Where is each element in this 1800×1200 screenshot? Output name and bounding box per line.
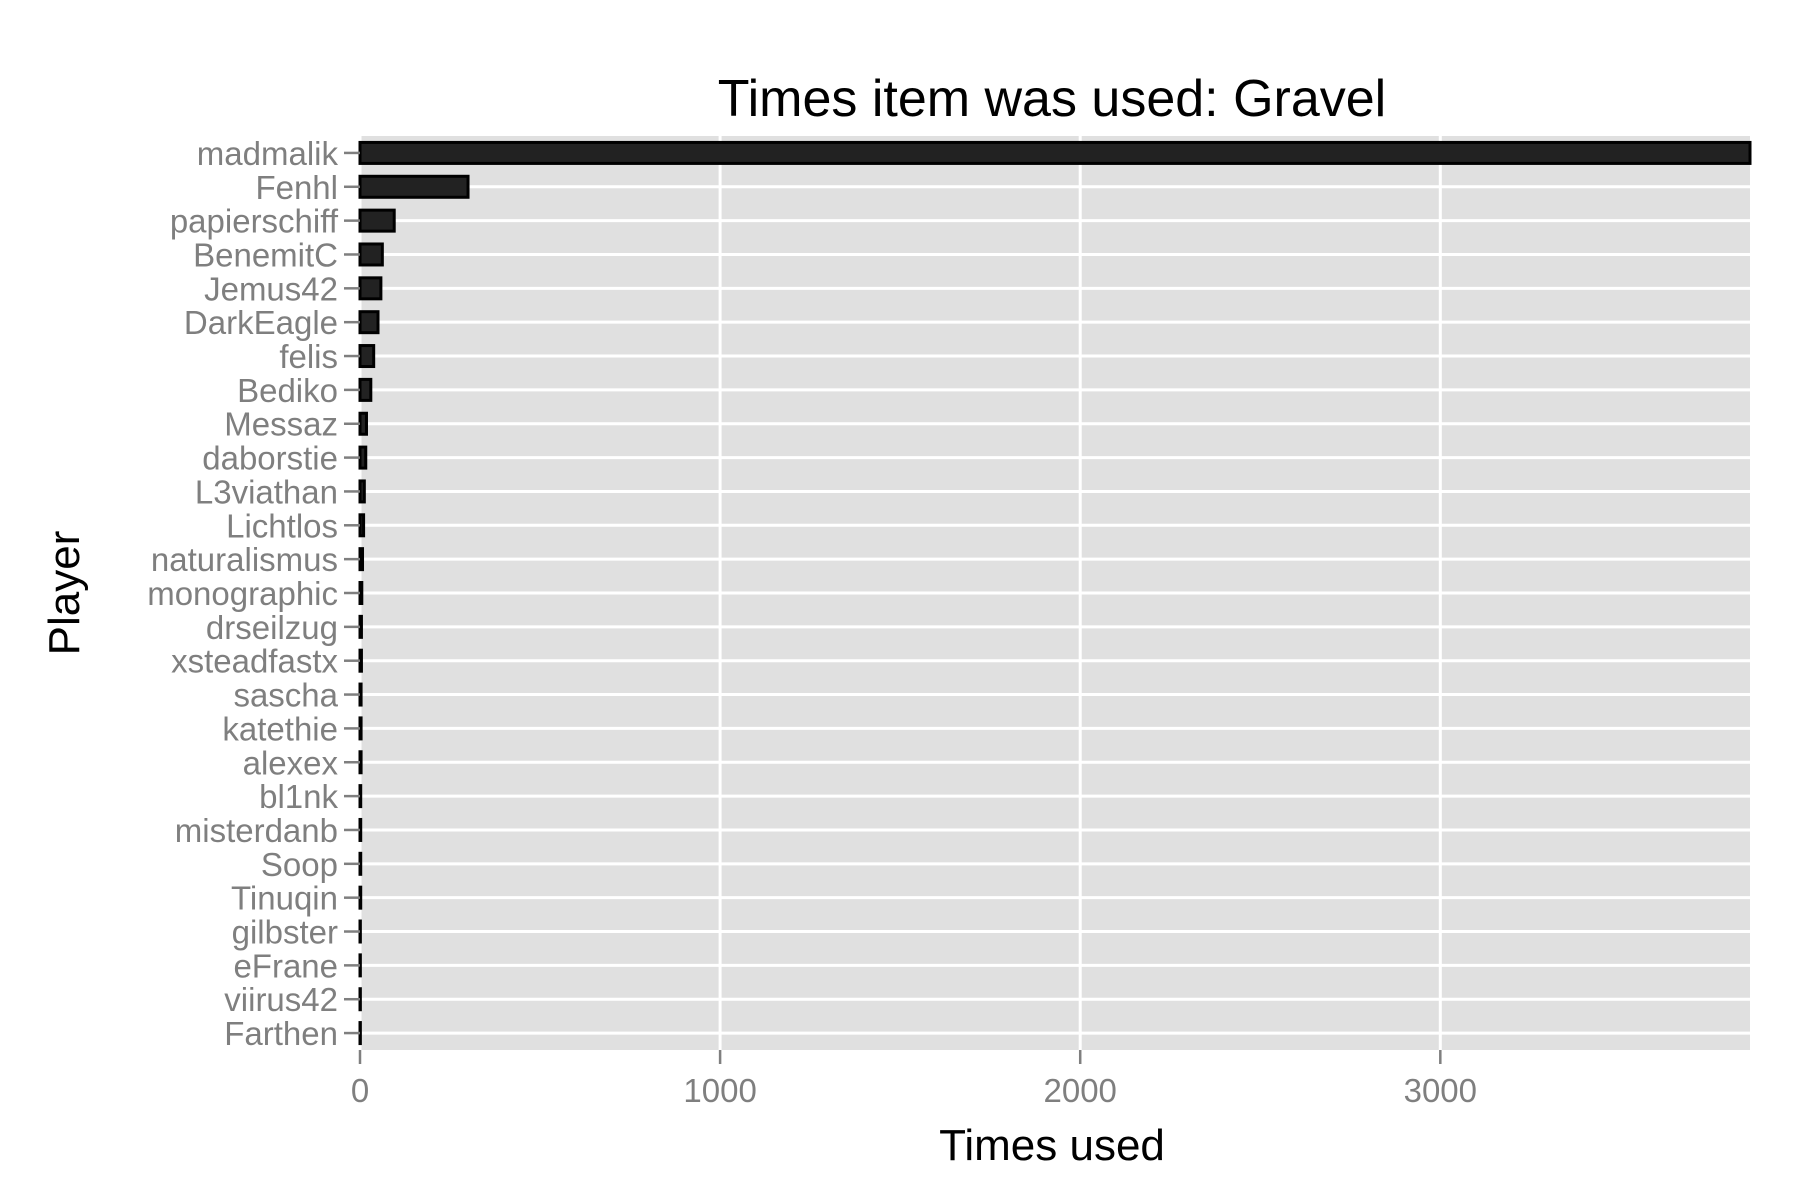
y-tick-label: BenemitC [193,236,338,273]
bar-Fenhl [358,174,470,199]
bar-bl1nk [358,784,363,809]
bar-BenemitC [358,242,384,267]
y-tick-label: Jemus42 [204,270,338,307]
y-tick-label: katethie [222,710,338,747]
y-tick-label: Bediko [237,372,338,409]
bar-Messaz [358,411,368,436]
bar-sascha [358,682,363,707]
bar-katethie [358,716,363,741]
x-axis: 0 1000 2000 3000 [351,1050,1477,1109]
y-tick-label: daborstie [202,440,338,477]
bar-naturalismus [358,547,365,572]
y-tick-label: Farthen [224,1015,338,1052]
y-tick-label: alexex [243,744,339,781]
x-tick-label: 1000 [683,1072,756,1109]
y-axis: madmalikFenhlpapierschiffBenemitCJemus42… [147,135,360,1052]
y-tick-label: papierschiff [170,203,339,240]
bar-monographic [358,581,364,605]
y-tick-label: Lichtlos [226,507,338,544]
y-axis-title: Player [40,531,89,656]
bar-misterdanb [358,817,363,842]
bar-Lichtlos [358,513,366,538]
y-tick-label: sascha [233,677,338,714]
bar-Tinuqin [358,885,363,910]
bar-xsteadfastx [358,648,363,673]
y-tick-label: eFrane [233,947,338,984]
x-tick-label: 3000 [1404,1072,1477,1109]
x-axis-title: Times used [939,1121,1165,1170]
bar-Soop [358,851,363,876]
bar-madmalik [358,140,1752,165]
x-tick-label: 0 [351,1072,369,1109]
y-tick-label: bl1nk [259,778,338,815]
bar-papierschiff [358,208,396,233]
chart-title: Times item was used: Gravel [718,70,1386,128]
grid-lines [358,136,1750,1050]
y-tick-label: misterdanb [175,812,338,849]
y-tick-label: drseilzug [206,609,338,646]
y-tick-label: L3viathan [195,473,338,510]
x-tick-label: 2000 [1043,1072,1116,1109]
y-tick-label: Messaz [224,406,338,443]
y-tick-label: Soop [261,846,338,883]
y-tick-label: madmalik [197,135,339,172]
y-tick-label: Fenhl [255,169,338,206]
y-tick-label: monographic [147,575,338,612]
y-tick-label: felis [279,338,338,375]
y-tick-label: viirus42 [224,981,338,1018]
y-tick-label: naturalismus [151,541,338,578]
y-tick-label: Tinuqin [231,880,338,917]
y-tick-label: gilbster [232,914,338,951]
y-tick-label: xsteadfastx [171,643,338,680]
bar-Jemus42 [358,276,383,301]
y-tick-label: DarkEagle [184,304,338,341]
bar-felis [358,344,376,369]
bar-L3viathan [358,479,366,504]
bar-daborstie [358,445,368,470]
bar-Bediko [358,377,373,402]
bar-alexex [358,750,363,775]
bar-drseilzug [358,614,363,639]
bar-DarkEagle [358,310,380,335]
